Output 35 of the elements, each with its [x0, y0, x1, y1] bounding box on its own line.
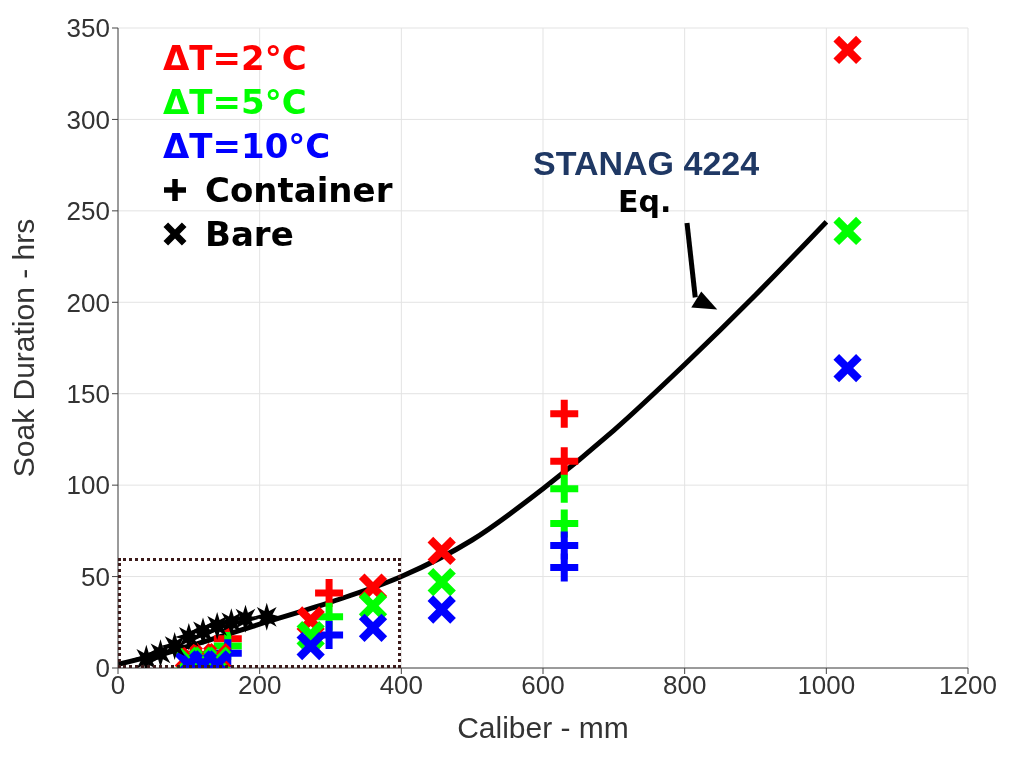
x-tick-label: 1200 [939, 670, 997, 701]
point [427, 536, 456, 566]
point [833, 353, 862, 383]
point [358, 613, 388, 642]
y-tick-label: 100 [66, 470, 110, 501]
point [252, 602, 281, 631]
point [550, 447, 579, 476]
point [550, 399, 579, 428]
x-tick-label: 200 [237, 670, 282, 701]
y-tick-label: 350 [66, 13, 110, 44]
text: ΔT=10°C [163, 125, 332, 168]
annotation: Container [205, 169, 393, 212]
point [833, 35, 862, 65]
x-tick-label: 600 [521, 670, 565, 701]
point [427, 567, 456, 597]
x-tick-label: 800 [662, 670, 707, 701]
point [296, 631, 325, 661]
x-tick-label: 1000 [797, 670, 856, 701]
text: ΔT=2°C [163, 37, 308, 80]
point [550, 553, 579, 582]
x-axis-title: Caliber - mm [457, 711, 629, 744]
y-tick-label: 200 [66, 287, 110, 318]
y-tick-label: 250 [66, 196, 110, 227]
annotation: Bare [205, 213, 294, 256]
annotation: STANAG 4224 [533, 144, 760, 184]
x-tick-label: 400 [379, 670, 424, 701]
y-tick-label: 150 [66, 378, 110, 409]
point [427, 595, 456, 624]
y-axis-title: Soak Duration - hrs [6, 218, 40, 478]
text: ΔT=5°C [163, 81, 308, 124]
point [550, 474, 579, 503]
annotation: Eq. [618, 184, 672, 220]
y-tick-label: 50 [81, 561, 110, 592]
point [833, 216, 862, 246]
y-tick-label: 300 [66, 104, 110, 135]
